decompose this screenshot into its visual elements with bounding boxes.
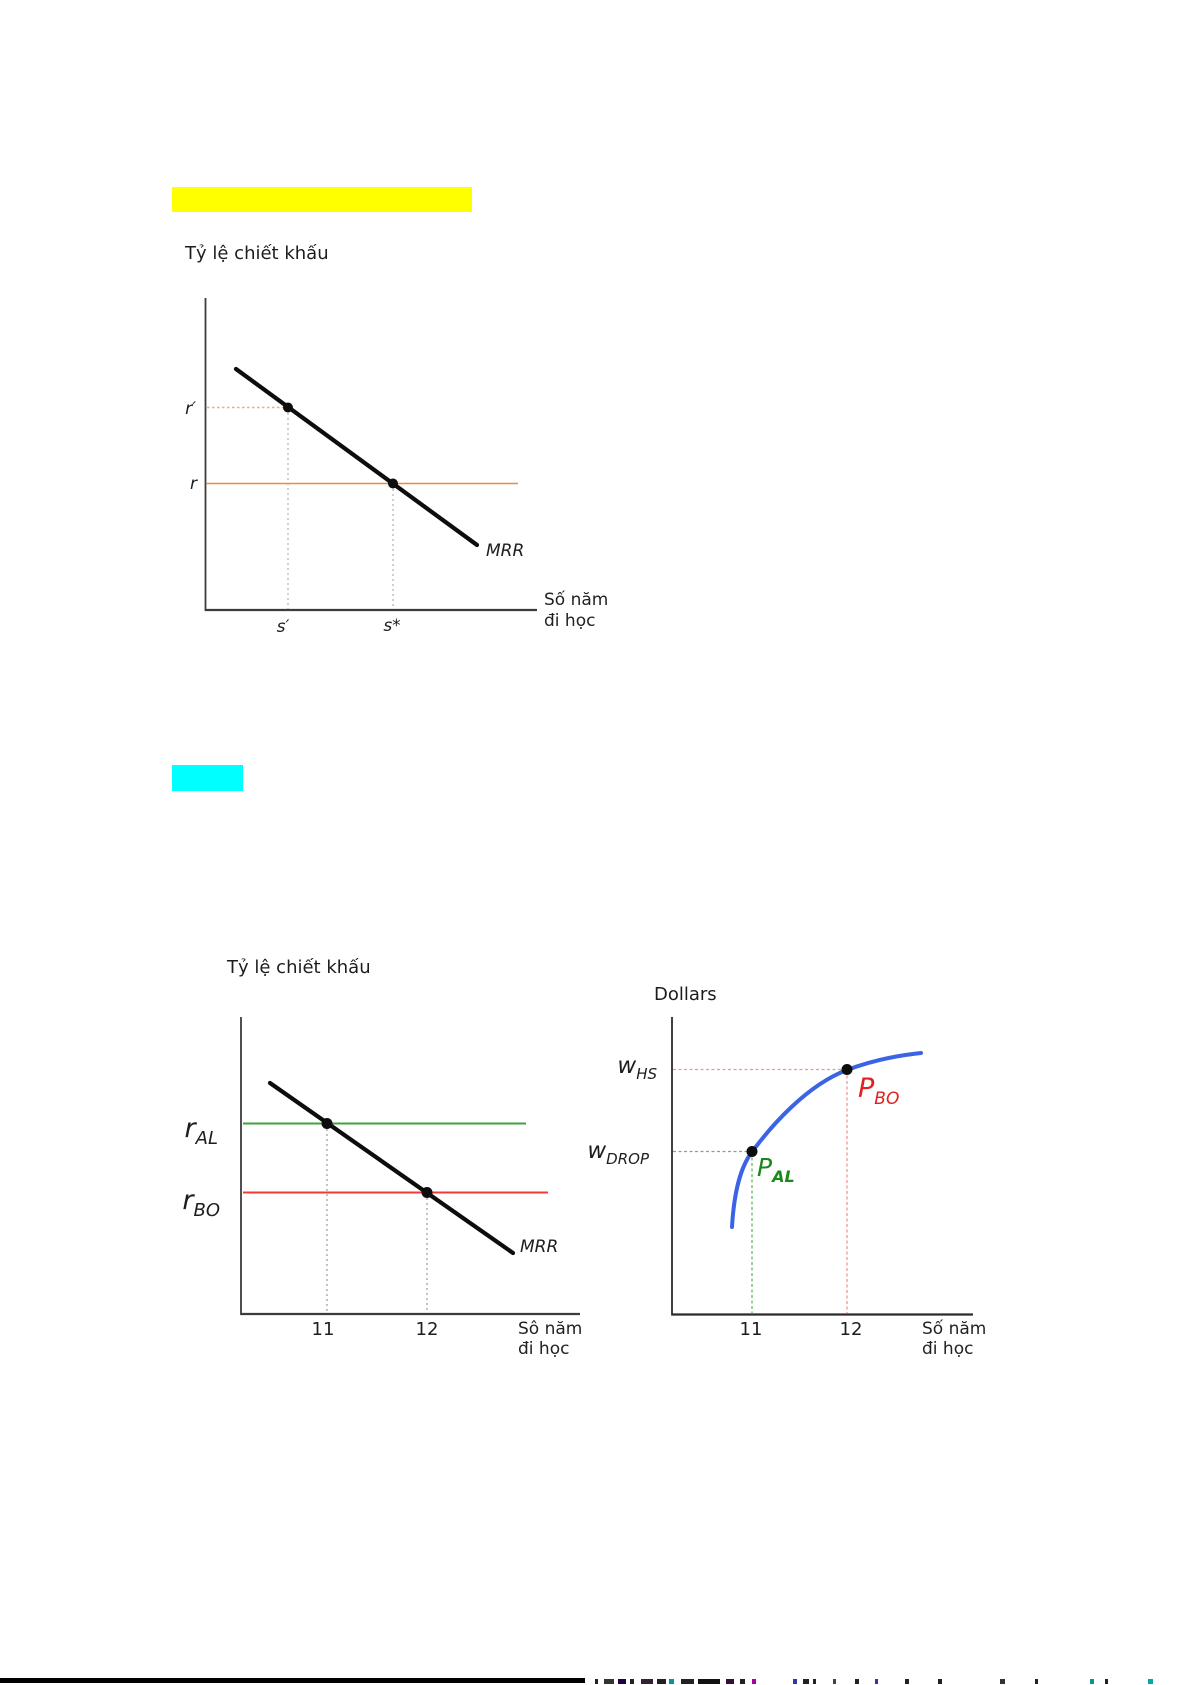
figure1-point-s-prime — [283, 402, 293, 413]
figure3-w-drop-label: wDROP — [587, 1138, 650, 1168]
figure2-title: Tỷ lệ chiết khấu — [227, 957, 371, 978]
figure3-point-bo — [841, 1064, 853, 1075]
figure1-s-star-label: s* — [383, 616, 400, 636]
figure2-chart: rAL rBO MRR 11 12 Sô năm đi học — [182, 1017, 582, 1359]
yellow-highlight-bar — [172, 187, 472, 212]
figure1-s-prime-label: s′ — [277, 617, 290, 637]
figure2-mrr-curve — [267, 1080, 516, 1256]
figure2-x-axis-title-line2: đi học — [518, 1339, 569, 1359]
figure2-tick1-label: 11 — [312, 1319, 335, 1340]
figure2-r-al-label: rAL — [185, 1113, 218, 1149]
figure1-title: Tỷ lệ chiết khấu — [185, 243, 329, 264]
figure1-point-s-star — [388, 478, 398, 489]
figure3-tick2-label: 12 — [840, 1319, 863, 1340]
figure1-r-label: r — [190, 474, 198, 494]
figure2-point-bo — [421, 1187, 433, 1198]
figure3-title: Dollars — [654, 984, 717, 1005]
figure3-chart: wHS wDROP PBO PAL 11 12 Số năm đi học — [587, 1017, 986, 1359]
figure1-r-prime-label: r′ — [185, 399, 196, 419]
cyan-highlight-bar — [172, 765, 243, 791]
page-edge-bar — [0, 1678, 585, 1683]
figure3-p-al-label: PAL — [757, 1153, 795, 1186]
figure3-point-al — [746, 1146, 758, 1157]
figure3-x-axis-title-line1: Số năm — [922, 1318, 986, 1339]
figure2-x-axis-title-line1: Sô năm — [518, 1319, 582, 1339]
figure3-w-hs-label: wHS — [617, 1053, 657, 1083]
figure2-tick2-label: 12 — [416, 1319, 439, 1340]
figure2-r-bo-label: rBO — [182, 1185, 220, 1221]
figure3-p-bo-label: PBO — [858, 1073, 899, 1109]
figure2-point-al — [321, 1118, 333, 1129]
figure2-mrr-label: MRR — [520, 1237, 558, 1257]
figure1-x-axis-title-line2: đi học — [544, 611, 595, 631]
figure3-wage-curve — [730, 1051, 923, 1229]
figure1-mrr-curve — [233, 366, 480, 548]
figure1-chart: r′ r MRR s′ s* Số năm đi học — [185, 298, 608, 637]
figure1-x-axis-title-line1: Số năm — [544, 589, 608, 610]
figure3-tick1-label: 11 — [740, 1319, 763, 1340]
figure3-x-axis-title-line2: đi học — [922, 1339, 973, 1359]
figure1-mrr-label: MRR — [486, 541, 524, 561]
